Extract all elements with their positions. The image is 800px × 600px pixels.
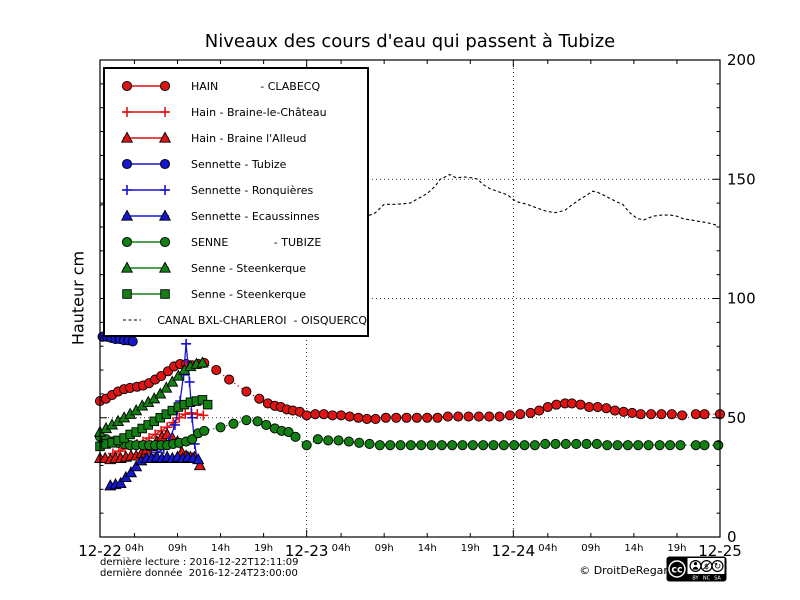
x-axis-hour-label: 19h [667,543,686,554]
legend-item-label: Senne - Steenkerque [191,261,307,275]
x-axis-hour-label: 04h [125,543,144,554]
legend-item-label: CANAL BXL-CHARLEROI - OISQUERCQ [157,313,367,327]
legend-item: Sennette - Ronquières [105,177,367,203]
legend-marker-sample [122,185,170,195]
legend-item-label: Sennette - Tubize [191,157,287,171]
legend-marker-sample [122,289,170,299]
legend-item: Senne - Steenkerque [105,255,367,281]
x-axis-hour-label: 14h [211,543,230,554]
legend-item: Senne - Steenkerque [105,281,367,307]
y-axis-tick-label: 0 [727,528,737,546]
x-axis-day-label: 12-25 [698,542,742,560]
legend-item: Sennette - Tubize [105,151,367,177]
x-axis-day-label: 12-22 [78,542,122,560]
cc-logo-icon [668,560,686,578]
series-0 [94,357,726,424]
by-label: BY [692,576,699,582]
cc-license-badge-graphic: cc $ ↻ BY NC SA [666,556,727,582]
y-axis-tick-label: 100 [727,290,756,308]
x-axis-hour-label: 19h [461,543,480,554]
legend-item: Hain - Braine-le-Château [105,99,367,125]
legend-item: HAIN - CLABECQ [105,73,367,99]
x-axis-hour-label: 09h [375,543,394,554]
x-axis-hour-label: 14h [624,543,643,554]
legend-item-label: Hain - Braine l'Alleud [191,131,307,145]
x-axis-hour-label: 04h [538,543,557,554]
legend-marker-sample [121,236,171,248]
legend-item-label: HAIN - CLABECQ [191,79,321,93]
legend-marker-sample [121,80,171,92]
by-icon [689,559,702,573]
legend-marker-sample [120,131,172,143]
y-axis-tick-label: 200 [727,51,756,69]
footer-last-reading: dernière lecture : 2016-12-22T12:11:09 [100,557,299,568]
x-axis-hour-label: 04h [332,543,351,554]
legend: HAIN - CLABECQ Hain - Braine-le-Château Ha… [103,67,369,337]
axis-tick-labels: 12-22 12-23 12-24 12-25 04h 09h 14h 19h 04h 09h 14… [78,51,755,560]
legend-item: SENNE - TUBIZE [105,229,367,255]
sa-icon: ↻ [711,559,724,572]
svg-text:↻: ↻ [714,562,722,572]
legend-marker-sample [121,158,171,170]
chart-title: Niveaux des cours d'eau qui passent à Tu… [204,31,616,52]
nc-icon: $ [700,559,713,573]
legend-item-label: Hain - Braine-le-Château [191,105,327,119]
legend-item-label: Sennette - Ecaussinnes [191,209,320,223]
series-5 [104,450,205,491]
legend-marker-sample [123,319,142,321]
legend-item-label: SENNE - TUBIZE [191,235,322,249]
x-axis-day-label: 12-24 [492,542,536,560]
cc-logo-text: cc [671,565,682,576]
axis-ticks [99,59,721,538]
y-axis-tick-label: 50 [727,409,746,427]
legend-item-label: Sennette - Ronquières [191,183,314,197]
legend-item: Sennette - Ecaussinnes [105,203,367,229]
legend-marker-sample [122,107,170,117]
footer-last-data: dernière donnée 2016-12-24T23:00:00 [100,568,298,579]
legend-item: Hain - Braine l'Alleud [105,125,367,151]
series-6 [94,415,724,451]
x-axis-hour-label: 19h [254,543,273,554]
legend-item-label: Senne - Steenkerque [191,287,307,301]
sa-label: SA [714,576,721,582]
gridlines [100,60,720,537]
y-axis-label: Hauteur cm [68,250,88,346]
legend-marker-sample [120,209,172,221]
x-axis-hour-label: 09h [581,543,600,554]
nc-label: NC [703,576,711,582]
cc-license-badge: cc $ ↻ BY NC SA [666,556,727,588]
legend-marker-sample [120,261,172,273]
legend-item: CANAL BXL-CHARLEROI - OISQUERCQ [105,307,367,333]
series-7 [93,356,209,437]
y-axis-tick-label: 150 [727,170,756,188]
x-axis-hour-label: 09h [168,543,187,554]
series-9 [99,173,719,227]
x-axis-hour-label: 14h [418,543,437,554]
x-axis-day-label: 12-23 [285,542,329,560]
